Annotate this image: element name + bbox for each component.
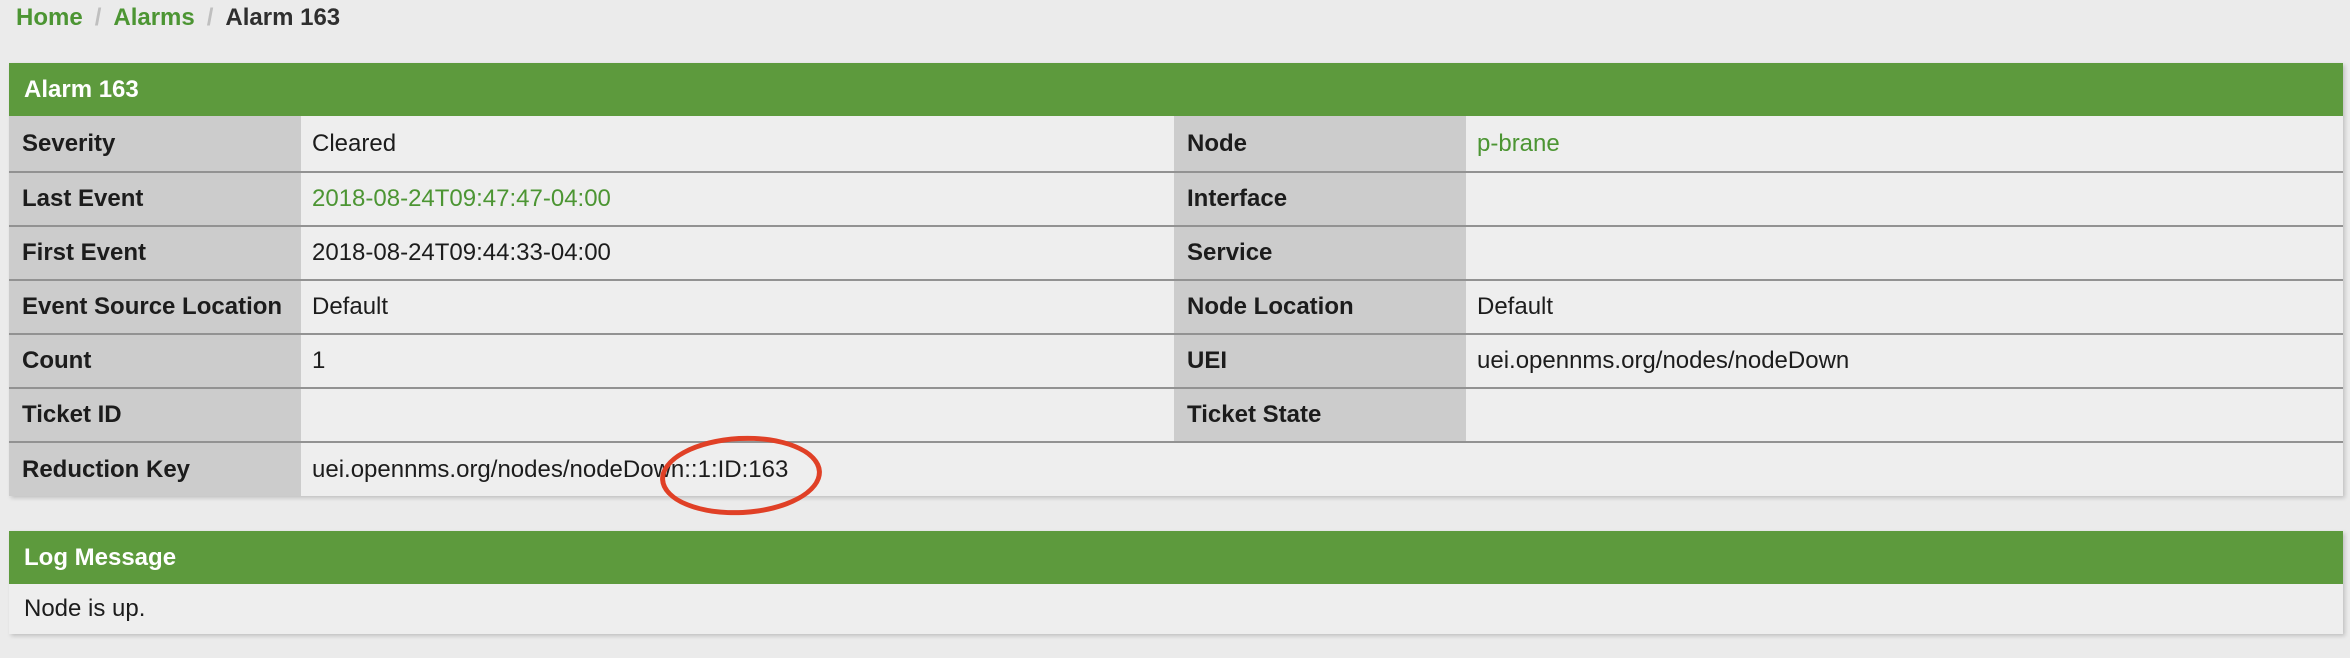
table-row: Count 1 UEI uei.opennms.org/nodes/nodeDo…	[9, 333, 2343, 388]
alarm-detail-table: Severity Cleared Node p-brane Last Event…	[9, 116, 2343, 496]
count-label: Count	[9, 333, 301, 388]
reduction-key-value: uei.opennms.org/nodes/nodeDown::1:ID:163	[301, 441, 2343, 496]
interface-value	[1466, 171, 2343, 226]
ticket-id-value	[301, 387, 1174, 442]
node-label: Node	[1174, 116, 1466, 172]
table-row: Event Source Location Default Node Locat…	[9, 279, 2343, 334]
ticket-id-label: Ticket ID	[9, 387, 301, 442]
event-source-location-label: Event Source Location	[9, 279, 301, 334]
table-row: Last Event 2018-08-24T09:47:47-04:00 Int…	[9, 171, 2343, 226]
table-row: Reduction Key uei.opennms.org/nodes/node…	[9, 441, 2343, 496]
table-row: First Event 2018-08-24T09:44:33-04:00 Se…	[9, 225, 2343, 280]
severity-value: Cleared	[301, 116, 1174, 172]
alarm-panel-title: Alarm 163	[9, 63, 2343, 116]
breadcrumb-link-home[interactable]: Home	[16, 4, 83, 31]
log-message-panel: Log Message Node is up.	[9, 531, 2343, 634]
event-source-location-value: Default	[301, 279, 1174, 334]
ticket-state-value	[1466, 387, 2343, 442]
alarm-detail-panel: Alarm 163 Severity Cleared Node p-brane …	[9, 63, 2343, 496]
table-row: Ticket ID Ticket State	[9, 387, 2343, 442]
log-message-title: Log Message	[9, 531, 2343, 584]
node-location-label: Node Location	[1174, 279, 1466, 334]
breadcrumb: Home / Alarms / Alarm 163	[0, 0, 2350, 63]
breadcrumb-current-page: Alarm 163	[225, 4, 341, 31]
uei-label: UEI	[1174, 333, 1466, 388]
service-value	[1466, 225, 2343, 280]
ticket-state-label: Ticket State	[1174, 387, 1466, 442]
breadcrumb-link-alarms[interactable]: Alarms	[113, 4, 195, 31]
first-event-label: First Event	[9, 225, 301, 280]
last-event-link[interactable]: 2018-08-24T09:47:47-04:00	[312, 185, 611, 212]
breadcrumb-separator: /	[94, 4, 102, 31]
node-link[interactable]: p-brane	[1477, 129, 1560, 157]
last-event-label: Last Event	[9, 171, 301, 226]
uei-value: uei.opennms.org/nodes/nodeDown	[1466, 333, 2343, 388]
log-message-text: Node is up.	[9, 584, 2343, 634]
service-label: Service	[1174, 225, 1466, 280]
severity-label: Severity	[9, 116, 301, 172]
table-row: Severity Cleared Node p-brane	[9, 116, 2343, 172]
breadcrumb-separator: /	[206, 4, 214, 31]
node-location-value: Default	[1466, 279, 2343, 334]
reduction-key-label: Reduction Key	[9, 441, 301, 496]
count-value: 1	[301, 333, 1174, 388]
interface-label: Interface	[1174, 171, 1466, 226]
first-event-value: 2018-08-24T09:44:33-04:00	[301, 225, 1174, 280]
